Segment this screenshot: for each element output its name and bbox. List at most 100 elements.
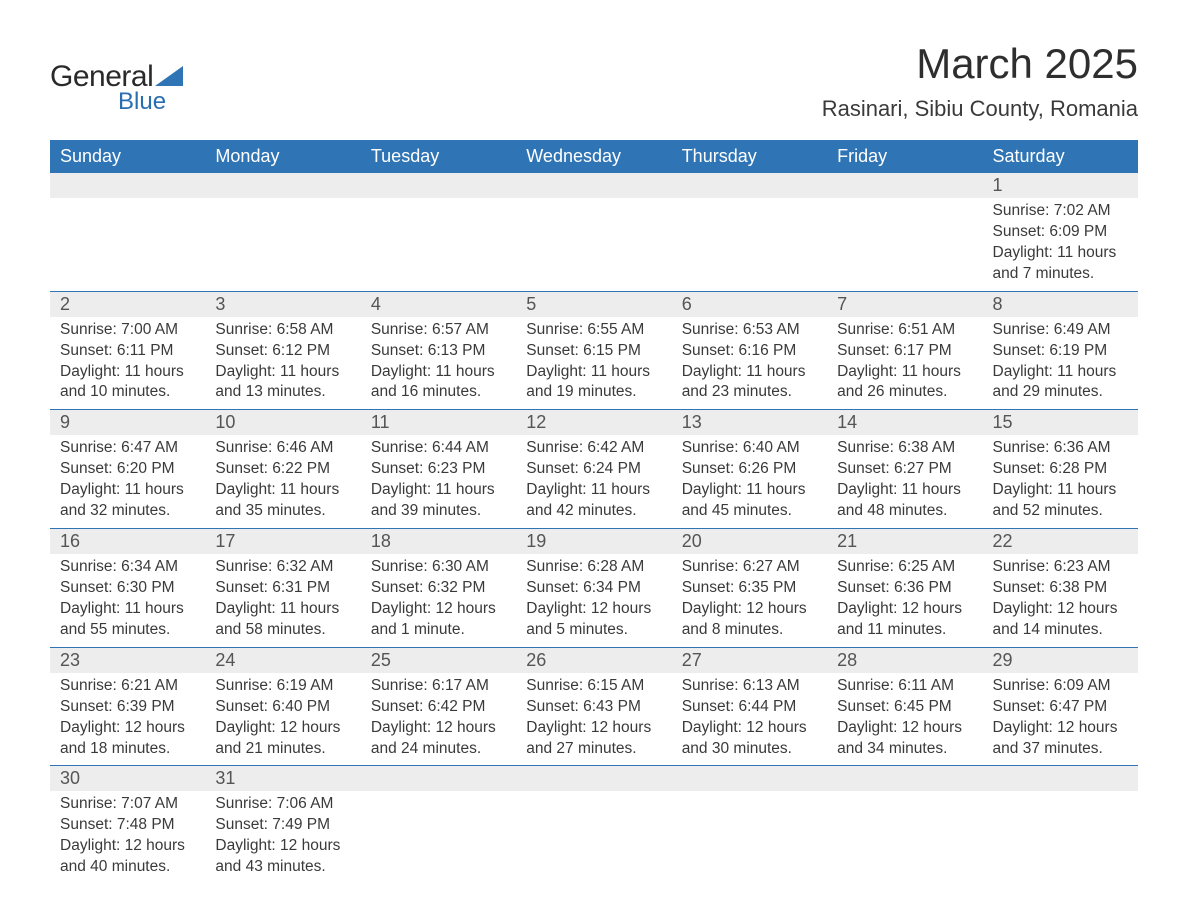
sunrise-text: Sunrise: 6:44 AM [371,438,506,459]
day-number-cell: 28 [827,647,982,673]
daylight-text: Daylight: 11 hours and 42 minutes. [526,480,661,522]
sunrise-text: Sunrise: 6:28 AM [526,557,661,578]
daylight-text: Daylight: 11 hours and 10 minutes. [60,362,195,404]
logo-triangle-icon [155,64,183,91]
sunrise-text: Sunrise: 6:51 AM [837,320,972,341]
day-number-row: 23242526272829 [50,647,1138,673]
day-number-cell: 9 [50,410,205,436]
daylight-text: Daylight: 12 hours and 43 minutes. [215,836,350,878]
sunrise-text: Sunrise: 6:32 AM [215,557,350,578]
daylight-text: Daylight: 12 hours and 8 minutes. [682,599,817,641]
day-info-cell [827,791,982,884]
sunrise-text: Sunrise: 7:06 AM [215,794,350,815]
sunset-text: Sunset: 6:13 PM [371,341,506,362]
daylight-text: Daylight: 11 hours and 45 minutes. [682,480,817,522]
day-number-cell: 13 [672,410,827,436]
weekday-header: Monday [205,140,360,173]
day-number: 1 [993,175,1003,195]
day-info-cell: Sunrise: 7:07 AMSunset: 7:48 PMDaylight:… [50,791,205,884]
sunset-text: Sunset: 6:19 PM [993,341,1128,362]
day-number-cell: 18 [361,529,516,555]
daylight-text: Daylight: 11 hours and 39 minutes. [371,480,506,522]
sunrise-text: Sunrise: 6:47 AM [60,438,195,459]
sunrise-text: Sunrise: 6:30 AM [371,557,506,578]
day-number-cell: 29 [983,647,1138,673]
daylight-text: Daylight: 12 hours and 30 minutes. [682,718,817,760]
daylight-text: Daylight: 12 hours and 37 minutes. [993,718,1128,760]
day-info-cell [361,791,516,884]
daylight-text: Daylight: 12 hours and 5 minutes. [526,599,661,641]
day-number-cell: 17 [205,529,360,555]
day-number-cell: 15 [983,410,1138,436]
day-number-row: 1 [50,173,1138,198]
sunrise-text: Sunrise: 6:57 AM [371,320,506,341]
sunset-text: Sunset: 6:38 PM [993,578,1128,599]
day-number: 16 [60,531,80,551]
weekday-header: Friday [827,140,982,173]
sunrise-text: Sunrise: 6:40 AM [682,438,817,459]
sunset-text: Sunset: 6:23 PM [371,459,506,480]
sunset-text: Sunset: 6:16 PM [682,341,817,362]
sunrise-text: Sunrise: 6:58 AM [215,320,350,341]
sunset-text: Sunset: 6:43 PM [526,697,661,718]
day-info-row: Sunrise: 6:34 AMSunset: 6:30 PMDaylight:… [50,554,1138,647]
day-number: 28 [837,650,857,670]
day-number: 17 [215,531,235,551]
weekday-header: Wednesday [516,140,671,173]
day-info-cell: Sunrise: 6:30 AMSunset: 6:32 PMDaylight:… [361,554,516,647]
day-number: 20 [682,531,702,551]
day-number-cell: 23 [50,647,205,673]
day-number: 24 [215,650,235,670]
daylight-text: Daylight: 12 hours and 1 minute. [371,599,506,641]
weekday-header: Thursday [672,140,827,173]
sunset-text: Sunset: 6:45 PM [837,697,972,718]
day-number: 27 [682,650,702,670]
sunrise-text: Sunrise: 6:38 AM [837,438,972,459]
day-number: 29 [993,650,1013,670]
day-number: 9 [60,412,70,432]
day-number-cell: 16 [50,529,205,555]
day-info-cell: Sunrise: 6:51 AMSunset: 6:17 PMDaylight:… [827,317,982,410]
sunset-text: Sunset: 6:27 PM [837,459,972,480]
sunset-text: Sunset: 6:44 PM [682,697,817,718]
sunrise-text: Sunrise: 7:00 AM [60,320,195,341]
day-number: 8 [993,294,1003,314]
day-number: 2 [60,294,70,314]
day-number-cell: 1 [983,173,1138,198]
day-number: 15 [993,412,1013,432]
day-number-cell [205,173,360,198]
logo-text-blue: Blue [118,88,166,116]
day-number-cell [361,766,516,792]
daylight-text: Daylight: 11 hours and 52 minutes. [993,480,1128,522]
sunrise-text: Sunrise: 6:11 AM [837,676,972,697]
day-info-cell: Sunrise: 6:57 AMSunset: 6:13 PMDaylight:… [361,317,516,410]
day-number-cell [672,766,827,792]
daylight-text: Daylight: 12 hours and 27 minutes. [526,718,661,760]
day-info-cell: Sunrise: 6:17 AMSunset: 6:42 PMDaylight:… [361,673,516,766]
weekday-header: Sunday [50,140,205,173]
sunrise-text: Sunrise: 6:46 AM [215,438,350,459]
day-number: 6 [682,294,692,314]
day-info-cell: Sunrise: 6:58 AMSunset: 6:12 PMDaylight:… [205,317,360,410]
sunset-text: Sunset: 6:22 PM [215,459,350,480]
sunset-text: Sunset: 6:11 PM [60,341,195,362]
daylight-text: Daylight: 11 hours and 55 minutes. [60,599,195,641]
day-number-cell: 21 [827,529,982,555]
sunset-text: Sunset: 6:09 PM [993,222,1128,243]
day-info-row: Sunrise: 6:47 AMSunset: 6:20 PMDaylight:… [50,435,1138,528]
day-number-cell: 12 [516,410,671,436]
day-info-cell: Sunrise: 6:25 AMSunset: 6:36 PMDaylight:… [827,554,982,647]
day-number: 21 [837,531,857,551]
daylight-text: Daylight: 11 hours and 32 minutes. [60,480,195,522]
day-number-cell: 20 [672,529,827,555]
day-info-cell: Sunrise: 6:55 AMSunset: 6:15 PMDaylight:… [516,317,671,410]
sunrise-text: Sunrise: 6:36 AM [993,438,1128,459]
daylight-text: Daylight: 12 hours and 40 minutes. [60,836,195,878]
day-number-cell: 22 [983,529,1138,555]
daylight-text: Daylight: 11 hours and 29 minutes. [993,362,1128,404]
day-number-cell: 4 [361,291,516,317]
day-number-cell: 3 [205,291,360,317]
sunset-text: Sunset: 6:39 PM [60,697,195,718]
daylight-text: Daylight: 11 hours and 48 minutes. [837,480,972,522]
day-number-cell: 27 [672,647,827,673]
